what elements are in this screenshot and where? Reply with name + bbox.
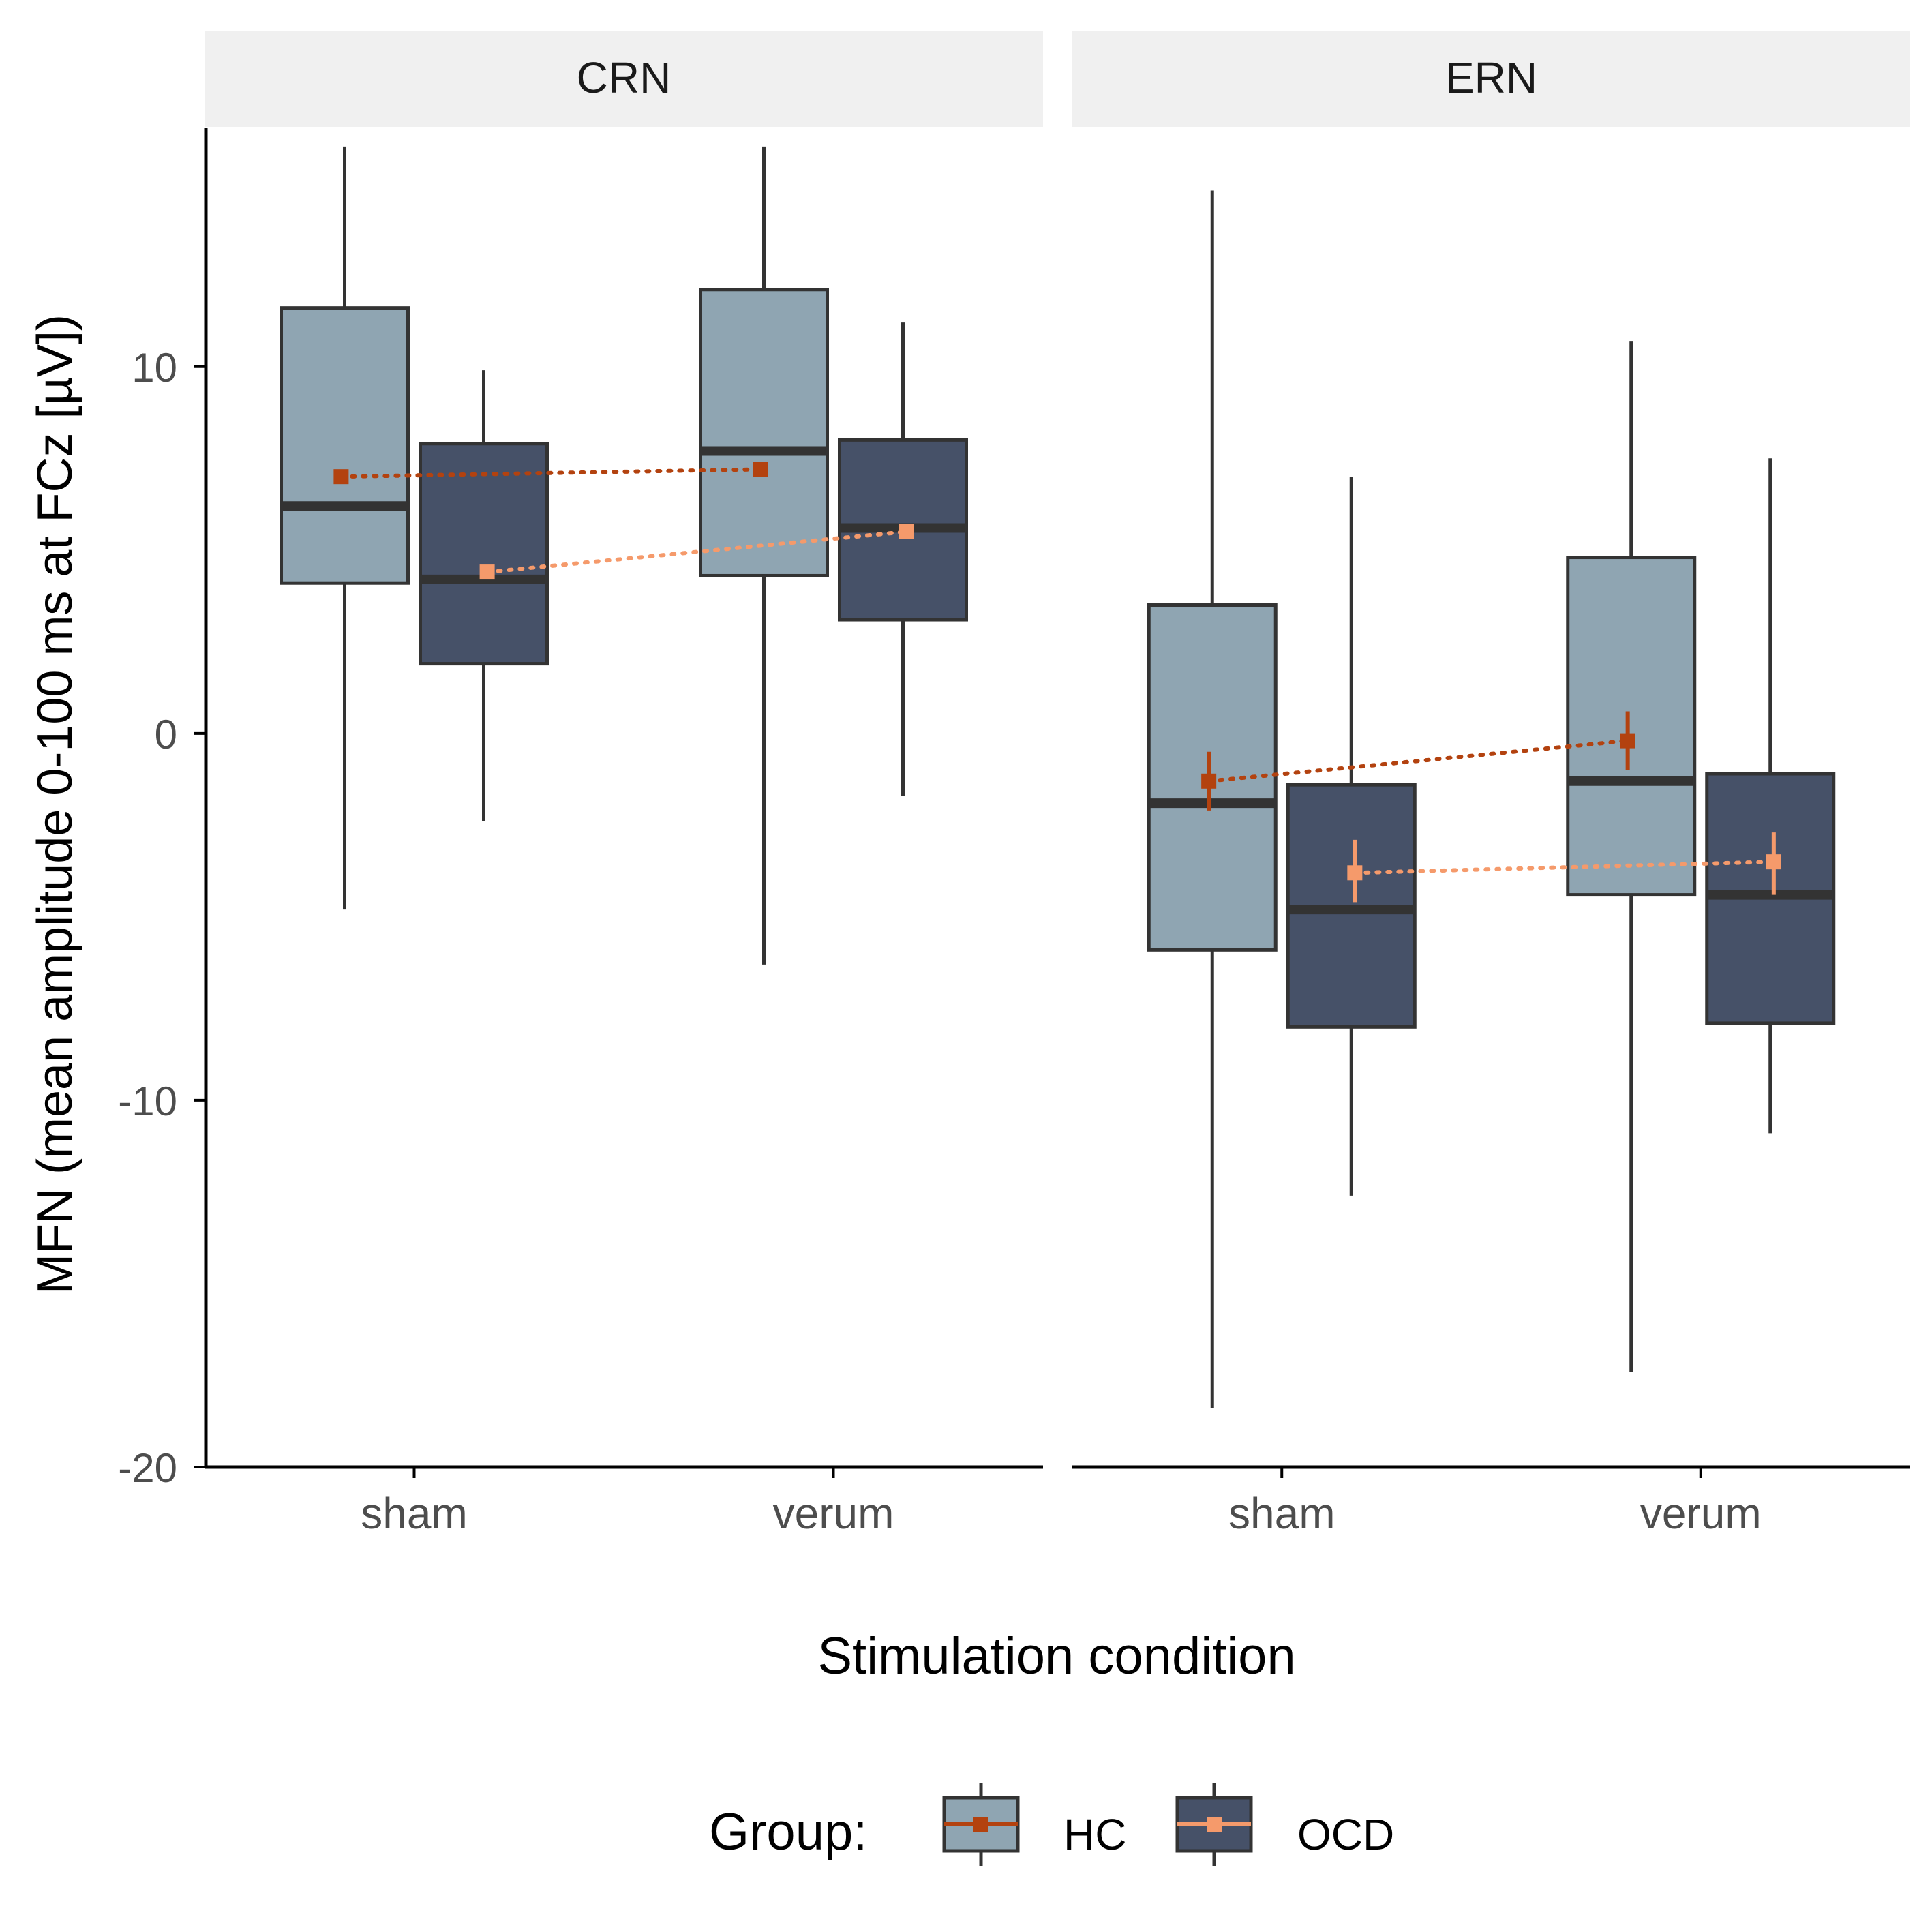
mean-line-hc [1207, 738, 1630, 783]
legend-key-point [1207, 1817, 1222, 1832]
legend-label-hc: HC [1063, 1810, 1126, 1859]
box-hc-verum [1566, 341, 1697, 1372]
y-tick-label: -10 [118, 1078, 177, 1124]
box-body [699, 288, 829, 577]
legend-key-hc [942, 1783, 1020, 1866]
facet-strip-label: CRN [577, 53, 671, 102]
x-tick-label: sham [1228, 1489, 1335, 1538]
box-hc-sham [1147, 190, 1278, 1408]
mean-line-ocd [485, 529, 909, 575]
legend-key-ocd [1175, 1783, 1253, 1866]
x-tick-label: verum [1640, 1489, 1762, 1538]
panel-crn: CRN sham verum [205, 31, 1043, 1538]
box-hc-sham [280, 146, 410, 910]
facet-strip [1072, 31, 1910, 127]
box-ocd-verum [1705, 458, 1836, 1134]
mean-point [753, 462, 768, 477]
y-tick-label: -20 [118, 1445, 177, 1491]
mean-point [479, 564, 495, 580]
box-ocd-verum [838, 322, 968, 796]
facet-strip [205, 31, 1043, 127]
y-tick-label: 10 [132, 345, 177, 391]
legend-key-point [973, 1817, 988, 1832]
box-hc-verum [699, 146, 829, 965]
y-axis-title: MFN (mean amplitude 0-100 ms at FCz [µV]… [28, 314, 82, 1295]
mean-line-ocd [1353, 860, 1776, 875]
facet-strip-label: ERN [1445, 53, 1537, 102]
mean-point [1347, 865, 1363, 881]
mean-line-hc [339, 467, 763, 479]
x-axis-title: Stimulation condition [817, 1627, 1295, 1685]
box-body [419, 442, 549, 666]
box-body [1566, 556, 1697, 897]
panel-ern: ERN sham verum [1072, 31, 1910, 1538]
plot-area: -20 -10 0 10 CRN sham verum ERN sham verum [118, 31, 1910, 1538]
x-tick-label: verum [773, 1489, 894, 1538]
mean-point [333, 469, 349, 485]
x-tick-label: sham [361, 1489, 468, 1538]
mean-point [899, 524, 914, 539]
box-ocd-sham [1286, 477, 1417, 1196]
y-tick-label: 0 [155, 712, 177, 757]
box-body [280, 306, 410, 585]
mean-point [1620, 733, 1635, 749]
box-ocd-sham [419, 370, 549, 821]
mean-point [1766, 854, 1781, 870]
legend-label-ocd: OCD [1297, 1810, 1394, 1859]
legend: Group: HC OCD [709, 1783, 1394, 1866]
mean-point [1201, 773, 1217, 789]
legend-title: Group: [709, 1803, 867, 1861]
